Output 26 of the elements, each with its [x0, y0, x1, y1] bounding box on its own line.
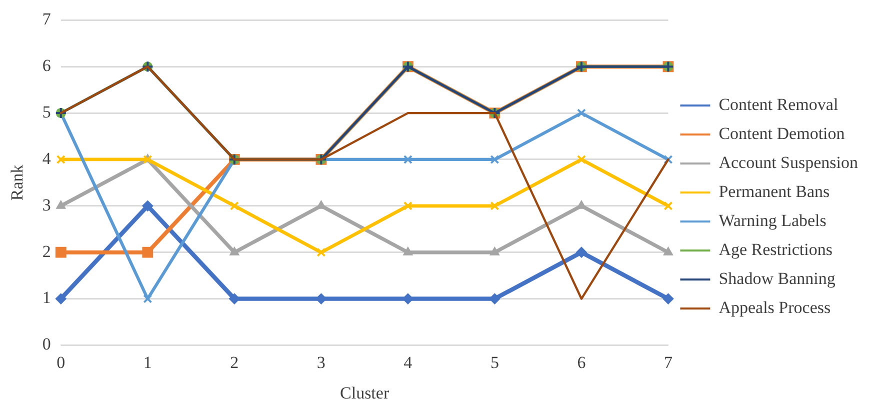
legend-label: Appeals Process — [718, 298, 831, 317]
y-axis-title: Rank — [8, 164, 27, 201]
legend-label: Age Restrictions — [718, 240, 832, 259]
y-tick-label: 1 — [42, 288, 51, 308]
legend-label: Content Removal — [718, 94, 838, 114]
y-tick-label: 0 — [42, 334, 51, 354]
legend-label: Permanent Bans — [718, 182, 830, 201]
legend-label: Warning Labels — [718, 210, 826, 230]
x-tick-label: 5 — [490, 352, 499, 372]
y-tick-label: 4 — [42, 148, 52, 168]
x-tick-label: 3 — [316, 352, 326, 372]
y-tick-label: 2 — [42, 242, 51, 261]
x-tick-label: 6 — [577, 352, 586, 372]
x-tick-label: 0 — [56, 352, 66, 372]
y-tick-label: 5 — [42, 102, 51, 122]
y-tick-label: 3 — [42, 195, 51, 214]
x-tick-label: 1 — [143, 352, 152, 372]
legend-label: Shadow Banning — [718, 268, 836, 288]
x-tick-label: 2 — [230, 352, 239, 372]
y-tick-label: 7 — [42, 10, 52, 29]
x-axis-title: Cluster — [340, 383, 390, 402]
x-tick-label: 7 — [664, 352, 673, 372]
x-tick-label: 4 — [404, 352, 413, 372]
legend-label: Content Demotion — [718, 124, 846, 143]
y-tick-label: 6 — [42, 56, 51, 76]
legend-label: Account Suspension — [718, 152, 858, 172]
